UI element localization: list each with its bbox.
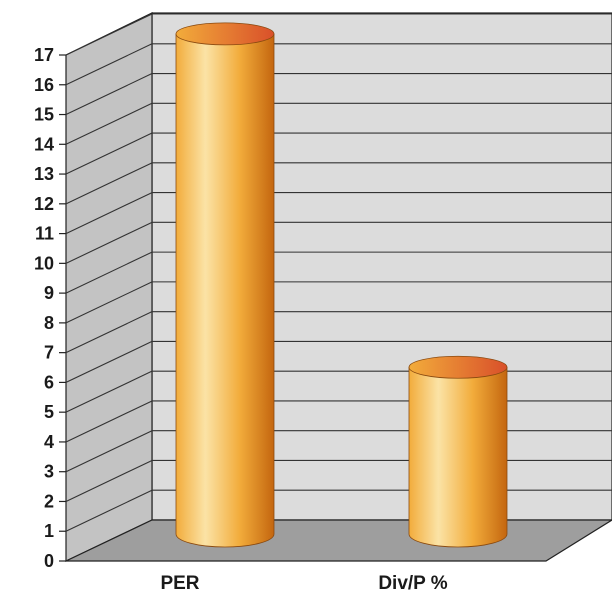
gridline-side xyxy=(65,192,153,235)
y-tick-label: 5 xyxy=(44,402,54,422)
y-tick-label: 8 xyxy=(44,313,54,333)
y-tick-label: 1 xyxy=(44,521,54,541)
y-tick-label: 3 xyxy=(44,462,54,482)
floor xyxy=(65,519,612,562)
gridline-side xyxy=(65,430,153,473)
gridline-side xyxy=(65,340,153,383)
gridline-side xyxy=(65,102,153,145)
bars xyxy=(175,22,508,548)
bar-top xyxy=(408,355,508,379)
bar-body xyxy=(408,366,508,548)
gridline-side xyxy=(65,43,153,86)
gridline-side xyxy=(65,162,153,205)
y-tick-label: 10 xyxy=(34,253,54,273)
gridline-side xyxy=(65,400,153,443)
gridline-side xyxy=(65,489,153,532)
y-tick-label: 17 xyxy=(34,45,54,65)
x-category-label: PER xyxy=(160,573,199,594)
y-tick-label: 0 xyxy=(44,551,54,571)
bar xyxy=(175,22,275,548)
y-tick-label: 9 xyxy=(44,283,54,303)
y-tick-label: 7 xyxy=(44,343,54,363)
gridline-side xyxy=(65,132,153,175)
gridline-side xyxy=(65,13,153,56)
y-tick-label: 6 xyxy=(44,372,54,392)
y-tick-label: 4 xyxy=(44,432,54,452)
gridline-side xyxy=(65,251,153,294)
gridline-side xyxy=(65,459,153,502)
y-tick-label: 12 xyxy=(34,194,54,214)
chart-walls xyxy=(65,12,612,562)
bar-top xyxy=(175,22,275,46)
y-tick-label: 11 xyxy=(35,224,54,244)
gridline-side xyxy=(65,370,153,413)
gridline-side xyxy=(65,311,153,354)
gridline-side xyxy=(65,221,153,264)
gridline-side xyxy=(65,281,153,324)
y-tick-label: 13 xyxy=(34,164,54,184)
y-tick-label: 2 xyxy=(44,491,54,511)
bar-body xyxy=(175,33,275,548)
gridline-side xyxy=(65,73,153,116)
y-tick-label: 16 xyxy=(34,75,54,95)
x-category-label: Div/P % xyxy=(378,573,447,594)
x-axis-labels: PER Div/P % xyxy=(160,573,447,594)
y-tick-label: 14 xyxy=(34,134,54,154)
y-tick-label: 15 xyxy=(34,105,54,125)
bar xyxy=(408,355,508,548)
